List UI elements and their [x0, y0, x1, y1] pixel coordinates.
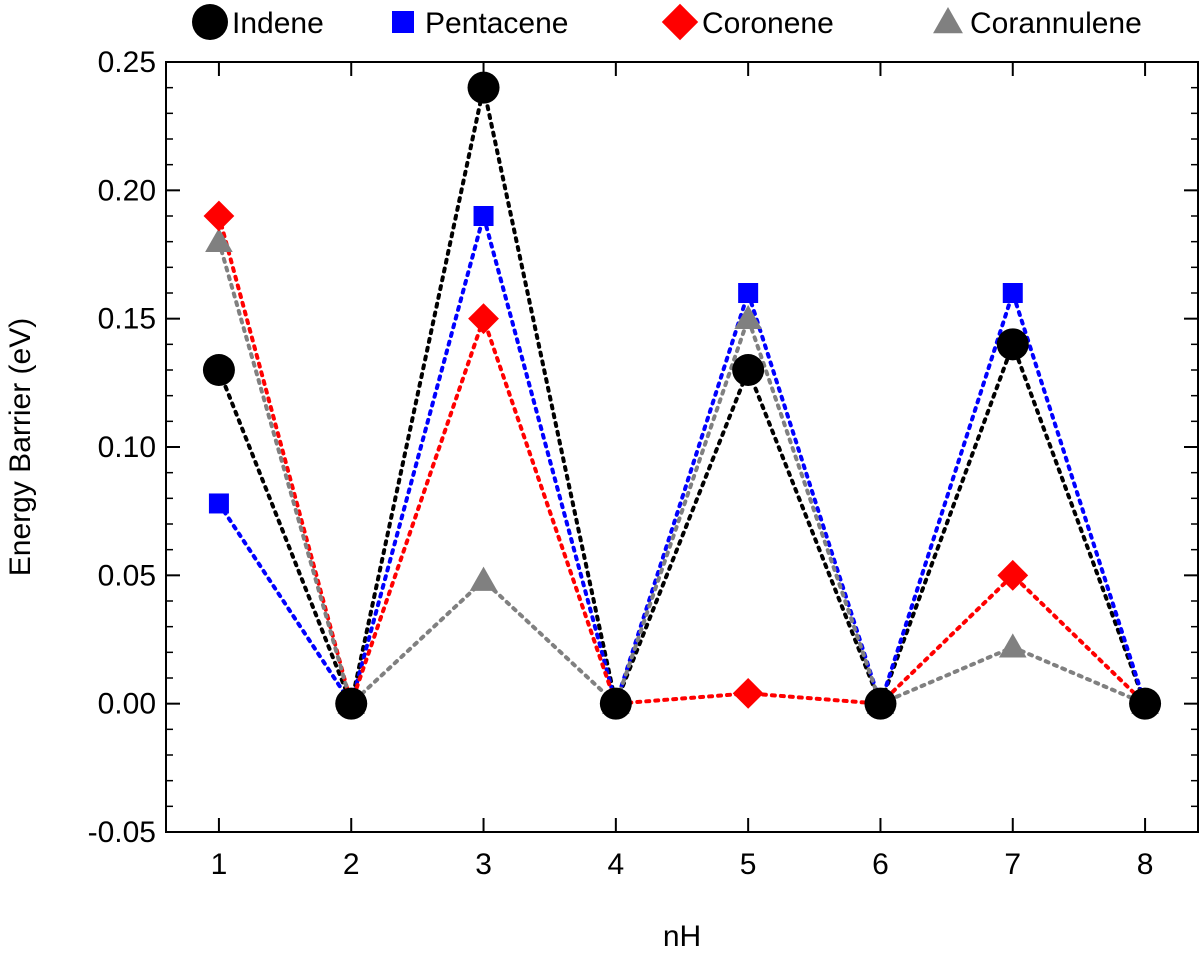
y-tick-label: -0.05	[88, 816, 156, 849]
data-point-indene	[467, 71, 500, 104]
y-tick-label: 0.25	[98, 46, 156, 79]
data-point-coronene	[203, 200, 235, 232]
legend: Indene Pentacene Coronene Corannulene	[192, 3, 1142, 41]
legend-label-coronene: Coronene	[702, 7, 834, 40]
legend-marker-pentacene	[392, 11, 414, 33]
data-point-indene	[864, 687, 897, 720]
series-line-coronene	[216, 214, 1148, 711]
y-tick-label: 0.00	[98, 688, 156, 721]
data-point-coronene	[732, 678, 764, 709]
data-point-indene	[1129, 687, 1162, 720]
series-line-pentacene	[216, 208, 1148, 711]
data-point-coronene	[468, 303, 499, 335]
y-axis-label: Energy Barrier (eV)	[4, 318, 37, 576]
data-point-coronene	[997, 559, 1029, 591]
data-point-indene	[202, 354, 235, 386]
data-point-corannulene	[734, 304, 762, 330]
data-point-pentacene	[473, 206, 494, 226]
x-tick-label: 1	[211, 848, 228, 881]
x-tick-label: 4	[608, 848, 625, 881]
series-markers	[202, 71, 1162, 720]
legend-marker-corannulene	[933, 7, 963, 34]
legend-marker-coronene	[661, 3, 699, 41]
y-tick-label: 0.15	[98, 303, 156, 336]
legend-label-indene: Indene	[232, 7, 324, 40]
data-point-indene	[599, 687, 632, 720]
data-point-corannulene	[205, 227, 233, 253]
x-axis-label: nH	[663, 920, 701, 953]
series-line-corannulene	[216, 239, 1148, 708]
data-point-indene	[335, 687, 368, 720]
x-tick-label: 6	[872, 848, 889, 881]
plot-frame	[165, 61, 1199, 833]
x-tick-label: 8	[1137, 848, 1154, 881]
data-point-corannulene	[998, 633, 1027, 658]
data-point-corannulene	[469, 566, 498, 591]
data-point-pentacene	[208, 493, 229, 514]
x-tick-label: 5	[740, 848, 757, 881]
y-axis: -0.05 0.00 0.05 0.10 0.15 0.20 0.25	[88, 46, 1198, 849]
data-point-pentacene	[1002, 283, 1023, 303]
series-line-indene	[216, 87, 1148, 711]
legend-label-corannulene: Corannulene	[970, 7, 1142, 40]
x-tick-label: 7	[1004, 848, 1021, 881]
legend-label-pentacene: Pentacene	[425, 7, 568, 40]
data-point-indene	[732, 354, 765, 386]
data-point-pentacene	[738, 283, 759, 303]
y-tick-label: 0.05	[98, 559, 156, 592]
series-lines	[216, 87, 1148, 711]
x-tick-label: 3	[475, 848, 492, 881]
legend-marker-indene	[192, 4, 228, 40]
x-axis: 1 2 3 4 5 6 7 8	[211, 62, 1154, 881]
y-tick-label: 0.20	[98, 174, 156, 207]
data-point-indene	[996, 328, 1029, 361]
y-tick-label: 0.10	[98, 431, 156, 464]
x-tick-label: 2	[343, 848, 360, 881]
